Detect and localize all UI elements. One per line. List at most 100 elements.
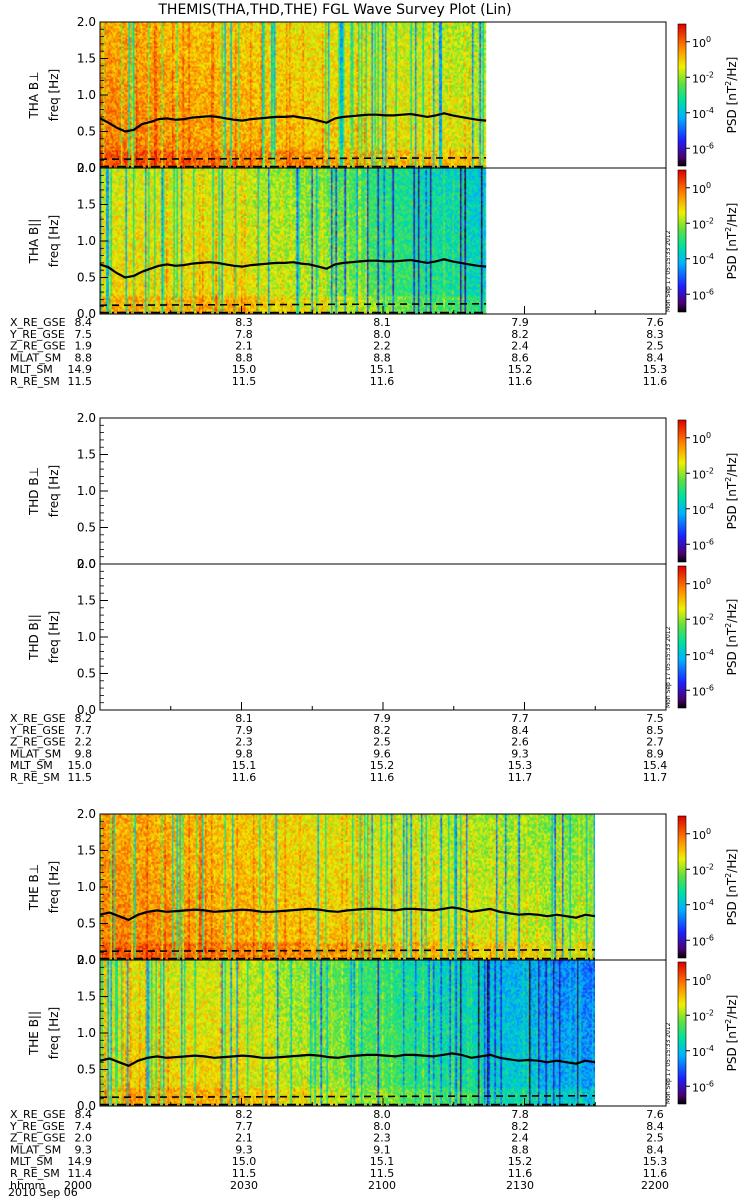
ephemeris-value: 2.4 xyxy=(511,1132,529,1145)
ephemeris-value: 11.6 xyxy=(370,771,395,784)
ephemeris-value: 9.6 xyxy=(373,747,391,760)
ephemeris-value: 8.3 xyxy=(235,316,253,329)
ephemeris-value: 7.9 xyxy=(511,316,529,329)
ephemeris-value: 15.0 xyxy=(68,759,93,772)
ephemeris-value: 15.1 xyxy=(370,1155,395,1168)
ephemeris-label: R_RE_SM xyxy=(10,375,60,388)
ephemeris-value: 7.5 xyxy=(75,328,93,341)
ephemeris-value: 11.7 xyxy=(508,771,533,784)
ephemeris-value: 8.2 xyxy=(511,1120,529,1133)
colorbar-tick-label: 10-6 xyxy=(692,683,714,698)
y-tick-label: 1.0 xyxy=(77,1026,96,1040)
ephemeris-value: 8.3 xyxy=(646,328,664,341)
panel-ylabel-unit: freq [Hz] xyxy=(47,1007,61,1059)
ephemeris-value: 15.3 xyxy=(643,1155,668,1168)
ephemeris-label: Y_RE_GSE xyxy=(9,328,65,341)
ephemeris-value: 8.4 xyxy=(646,1143,664,1156)
colorbar-tick-label: 10-2 xyxy=(692,70,714,85)
ephemeris-value: 2.1 xyxy=(235,1132,253,1145)
solid-frequency-curve xyxy=(99,258,487,279)
ephemeris-value: 8.8 xyxy=(235,351,253,364)
plot-timestamp: Mon Sep 17 05:15:33 2012 xyxy=(665,1022,672,1104)
colorbar-tick-label: 10-6 xyxy=(692,287,714,302)
colorbar-tick-label: 10-2 xyxy=(692,862,714,877)
y-tick-label: 2.0 xyxy=(77,953,96,967)
ephemeris-label: X_RE_GSE xyxy=(10,712,66,725)
ephemeris-value: 2100 xyxy=(368,1179,396,1192)
y-tick-label: 1.5 xyxy=(77,990,96,1004)
colorbar xyxy=(677,419,687,563)
y-tick-label: 0.5 xyxy=(77,1063,96,1077)
ephemeris-value: 8.2 xyxy=(511,328,529,341)
y-tick-label: 2.0 xyxy=(77,411,96,425)
y-tick-label: 1.0 xyxy=(77,630,96,644)
panel-thd-par: 0.0 0.5 1.0 1.5 2.0 THD B|| freq [Hz] 100 10-2 10… xyxy=(27,557,739,717)
ephemeris-value: 15.0 xyxy=(232,1155,257,1168)
ephemeris-value: 9.1 xyxy=(373,1143,391,1156)
ephemeris-label: Z_RE_GSE xyxy=(10,736,66,749)
ephemeris-label: Y_RE_GSE xyxy=(9,1120,65,1133)
panel-ylabel-component: ⊥ xyxy=(27,864,41,874)
ephemeris-value: 9.3 xyxy=(511,747,529,760)
ephemeris-value: 8.2 xyxy=(235,1108,253,1121)
colorbar-label: PSD [nT2/Hz] xyxy=(724,849,739,926)
ephemeris-label: Y_RE_GSE xyxy=(9,724,65,737)
colorbar-label: PSD [nT2/Hz] xyxy=(724,599,739,676)
ephemeris-value: 15.3 xyxy=(643,363,668,376)
ephemeris-label: Z_RE_GSE xyxy=(10,340,66,353)
y-tick-label: 1.0 xyxy=(77,234,96,248)
dashed-level-line xyxy=(99,948,596,953)
y-tick-label: 2.0 xyxy=(77,557,96,571)
ephemeris-value: 7.9 xyxy=(235,724,253,737)
y-tick-label: 1.0 xyxy=(77,88,96,102)
panel-ylabel-unit: freq [Hz] xyxy=(47,611,61,663)
probe-block-tha: 0.0 0.5 1.0 1.5 2.0 THA B⊥ freq [Hz] 100 10-2 10-… xyxy=(9,15,739,388)
ephemeris-value: 2.3 xyxy=(235,736,253,749)
colorbar xyxy=(677,961,687,1105)
colorbar-tick-label: 10-4 xyxy=(692,106,714,121)
panel-ylabel-component: ⊥ xyxy=(27,71,41,81)
colorbar xyxy=(677,815,687,959)
ephemeris-value: 2.7 xyxy=(646,736,664,749)
ephemeris-label: X_RE_GSE xyxy=(10,1108,66,1121)
y-tick-label: 2.0 xyxy=(77,807,96,821)
colorbar-tick-label: 10-2 xyxy=(692,216,714,231)
ephemeris-value: 2130 xyxy=(506,1179,534,1192)
ephemeris-value: 9.3 xyxy=(75,1143,93,1156)
ephemeris-value: 8.8 xyxy=(75,351,93,364)
ephemeris-value: 11.5 xyxy=(232,375,257,388)
colorbar-tick-label: 100 xyxy=(692,181,711,196)
colorbar-tick-label: 10-2 xyxy=(692,612,714,627)
ephemeris-value: 15.3 xyxy=(508,759,533,772)
panel-ylabel-component: ⊥ xyxy=(27,467,41,477)
ephemeris-label: X_RE_GSE xyxy=(10,316,66,329)
spectrogram-the-par xyxy=(100,960,595,1106)
colorbar-tick-label: 10-4 xyxy=(692,898,714,913)
ephemeris-value: 8.4 xyxy=(646,1120,664,1133)
ephemeris-value: 1.9 xyxy=(75,340,93,353)
ephemeris-value: 8.9 xyxy=(646,747,664,760)
ephemeris-value: 2.2 xyxy=(75,736,93,749)
colorbar-tick-label: 100 xyxy=(692,35,711,50)
ephemeris-label: hhmm xyxy=(10,1179,45,1192)
ephemeris-value: 7.5 xyxy=(646,712,664,725)
y-tick-label: 0.0 xyxy=(77,953,96,967)
panel-tha-perp: 0.0 0.5 1.0 1.5 2.0 THA B⊥ freq [Hz] 100 10-2 10-… xyxy=(27,15,739,175)
y-tick-label: 1.0 xyxy=(77,484,96,498)
colorbar-tick-label: 100 xyxy=(692,431,711,446)
ephemeris-value: 2.2 xyxy=(373,340,391,353)
ephemeris-value: 11.6 xyxy=(508,375,533,388)
ephemeris-value: 14.9 xyxy=(68,1155,93,1168)
ephemeris-value: 7.9 xyxy=(373,712,391,725)
y-tick-label: 1.5 xyxy=(77,448,96,462)
ephemeris-value: 8.4 xyxy=(75,316,93,329)
colorbar-tick-label: 100 xyxy=(692,577,711,592)
panel-ylabel-probe: THD B|| xyxy=(27,614,41,661)
ephemeris-label: MLT_SM xyxy=(10,363,53,376)
ephemeris-value: 2.0 xyxy=(75,1132,93,1145)
ephemeris-value: 8.4 xyxy=(511,724,529,737)
plot-timestamp: Mon Sep 17 05:15:33 2012 xyxy=(665,230,672,312)
y-tick-label: 1.0 xyxy=(77,880,96,894)
ephemeris-value: 8.1 xyxy=(373,316,391,329)
probe-block-the: 0.0 0.5 1.0 1.5 2.0 THE B⊥ freq [Hz] 100 10-2 10-… xyxy=(9,807,739,1192)
